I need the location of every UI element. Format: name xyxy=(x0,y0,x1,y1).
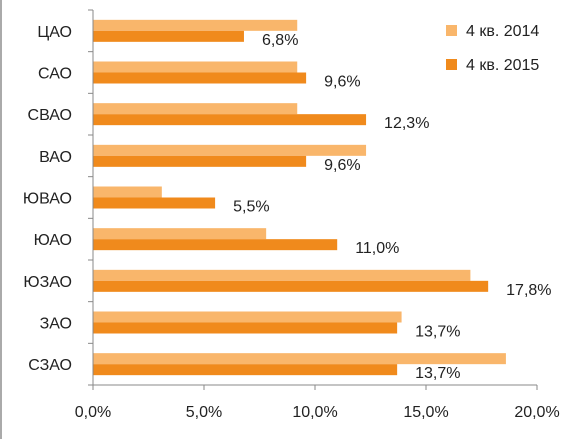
data-label: 6,8% xyxy=(262,32,298,49)
legend: 4 кв. 2014 4 кв. 2015 xyxy=(446,23,539,74)
bar-2015-1 xyxy=(93,72,307,84)
legend-swatch xyxy=(446,59,457,70)
y-tick-label: СВАО xyxy=(28,107,72,124)
bar-2015-6 xyxy=(93,280,489,292)
data-label: 5,5% xyxy=(233,199,269,216)
bar-2014-8 xyxy=(93,353,506,365)
data-label: 9,6% xyxy=(324,74,360,91)
bar-2014-7 xyxy=(93,311,402,323)
bar-2014-6 xyxy=(93,269,471,281)
y-tick-label: ЮВАО xyxy=(23,191,72,208)
bar-2015-3 xyxy=(93,155,307,167)
data-labels-layer: 6,8% 9,6% 12,3% 9,6% 5,5% 11,0% 17,8% 13,7% 13,7… xyxy=(233,32,551,382)
bar-2014-4 xyxy=(93,186,162,198)
bar-2014-2 xyxy=(93,103,298,115)
bar-2014-0 xyxy=(93,19,298,31)
data-label: 12,3% xyxy=(384,115,429,132)
axis-layer: ЦАО САО СВАО ВАО ЮВАО ЮАО ЮЗАО ЗАО СЗАО 0,0% 5,0% 1… xyxy=(23,9,560,421)
data-label: 11,0% xyxy=(355,240,399,257)
x-tick-label: 20,0% xyxy=(514,404,559,421)
bar-2014-5 xyxy=(93,228,267,240)
bar-2015-4 xyxy=(93,197,216,209)
bar-2015-0 xyxy=(93,30,244,42)
bar-2015-2 xyxy=(93,114,367,126)
bar-2015-7 xyxy=(93,322,398,334)
y-tick-label: ВАО xyxy=(39,149,72,166)
legend-label: 4 кв. 2015 xyxy=(466,57,539,74)
y-tick-label: ЮАО xyxy=(34,232,72,249)
bar-2014-3 xyxy=(93,144,367,156)
legend-label: 4 кв. 2014 xyxy=(466,23,539,40)
y-tick-label: ЗАО xyxy=(40,316,72,333)
bar-2014-1 xyxy=(93,61,298,73)
y-tick-label: ЦАО xyxy=(37,24,72,41)
legend-swatch xyxy=(446,25,457,36)
data-label: 9,6% xyxy=(324,157,360,174)
x-tick-label: 10,0% xyxy=(292,404,337,421)
bar-2015-8 xyxy=(93,364,398,376)
x-tick-label: 15,0% xyxy=(403,404,448,421)
x-tick-label: 0,0% xyxy=(75,404,111,421)
y-tick-label: ЮЗАО xyxy=(23,274,72,291)
data-label: 13,7% xyxy=(415,324,460,341)
x-tick-label: 5,0% xyxy=(186,404,222,421)
y-tick-label: САО xyxy=(38,66,72,83)
data-label: 13,7% xyxy=(415,365,460,382)
data-label: 17,8% xyxy=(506,282,551,299)
y-tick-label: СЗАО xyxy=(28,357,72,374)
bars-layer xyxy=(93,19,506,376)
bar-2015-5 xyxy=(93,239,338,251)
